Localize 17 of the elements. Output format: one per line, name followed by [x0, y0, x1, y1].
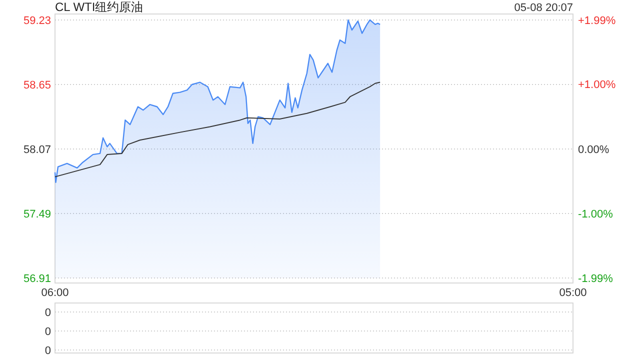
y-tick-label: 0	[44, 344, 51, 357]
chart-title: CL WTI纽约原油	[55, 0, 144, 14]
y-tick-label: 59.23	[23, 14, 51, 27]
y2-tick-label: -1.99%	[578, 272, 614, 285]
y-tick-label: 58.65	[23, 79, 51, 92]
y-tick-label: 0	[44, 306, 51, 319]
y2-tick-label: +1.99%	[578, 14, 616, 27]
y-tick-label: 0	[44, 326, 51, 338]
y2-tick-label: 0.00%	[578, 144, 610, 156]
text: 05-08 20:07	[514, 2, 573, 14]
y-tick-label: 58.07	[23, 144, 51, 156]
x-tick-label: 06:00	[41, 287, 69, 299]
y2-tick-label: -1.00%	[578, 208, 614, 221]
y2-tick-label: +1.00%	[578, 79, 616, 92]
x-tick-label: 05:00	[559, 287, 587, 299]
y-tick-label: 56.91	[23, 272, 51, 285]
y-tick-label: 57.49	[23, 208, 51, 220]
